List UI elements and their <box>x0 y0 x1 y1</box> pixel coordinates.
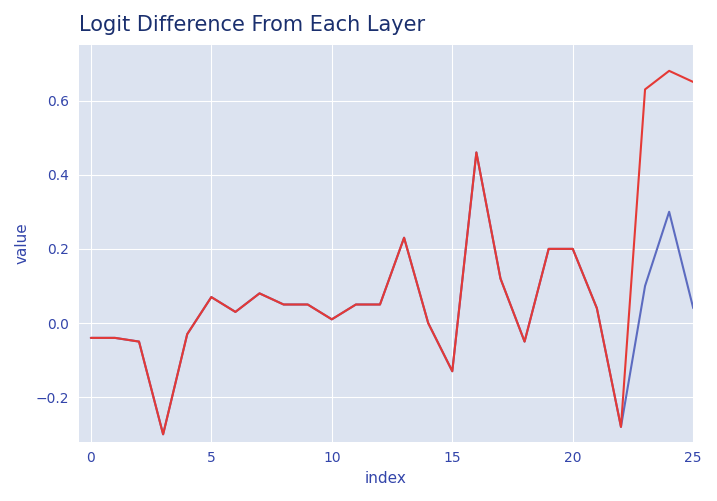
Y-axis label: value: value <box>15 222 30 264</box>
X-axis label: index: index <box>365 471 407 486</box>
Text: Logit Difference From Each Layer: Logit Difference From Each Layer <box>79 15 425 35</box>
